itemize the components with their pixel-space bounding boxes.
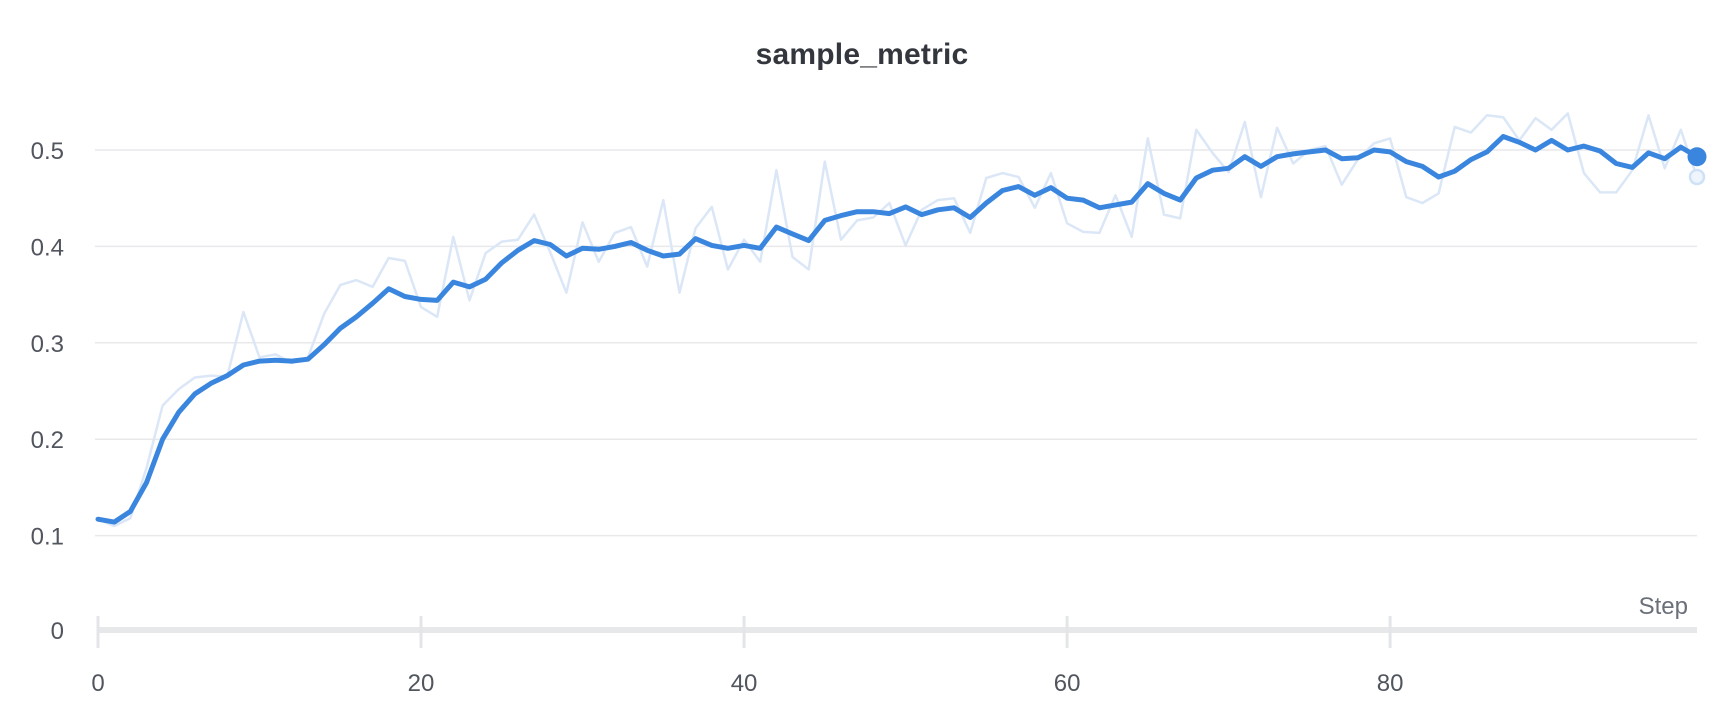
x-tick-label: 20 [408,670,435,697]
x-tick-label: 60 [1054,670,1081,697]
x-tick-label: 40 [731,670,758,697]
raw-endpoint-dot [1688,168,1706,186]
y-tick-label: 0.5 [31,138,64,165]
raw-series-line [96,112,1699,528]
y-tick-label: 0.3 [31,331,64,358]
x-tick-label: 0 [91,670,104,697]
y-tick-label: 0.2 [31,427,64,454]
smoothed-endpoint-dot [1687,147,1707,167]
smoothed-series-line [95,134,1700,525]
y-tick-label: 0.4 [31,234,64,261]
y-tick-label: 0 [51,618,64,645]
y-tick-label: 0.1 [31,524,64,551]
x-tick-label: 80 [1377,670,1404,697]
x-axis-label: Step [1639,593,1688,620]
chart-title: sample_metric [755,38,969,71]
